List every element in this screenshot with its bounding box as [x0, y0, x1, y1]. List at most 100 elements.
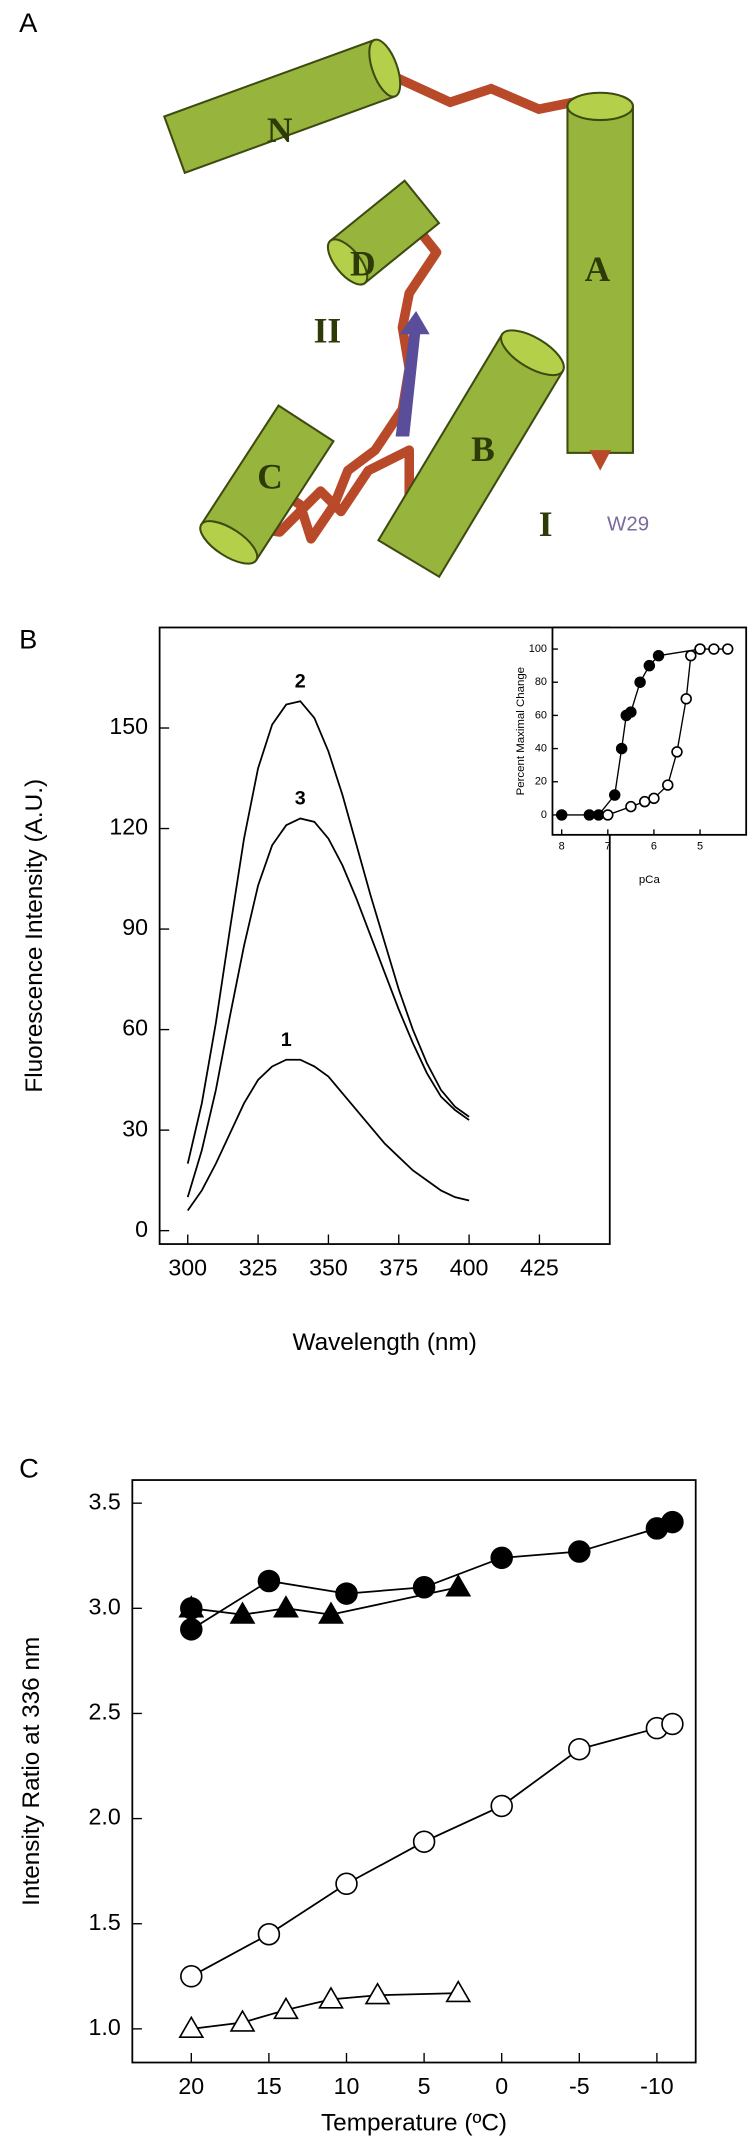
marker [178, 1595, 205, 1618]
curve-label: 3 [295, 788, 306, 810]
marker [638, 795, 651, 808]
y-tick-label: 0 [135, 1216, 148, 1242]
tail [589, 450, 612, 471]
x-tick-label: 15 [256, 2073, 282, 2099]
helix [376, 329, 565, 579]
region-label: I [539, 504, 553, 544]
x-tick-label: 8 [559, 841, 565, 853]
marker [721, 643, 734, 655]
y-tick-label: 150 [109, 713, 148, 739]
marker [568, 1737, 591, 1761]
y-tick-label: 1.5 [89, 1909, 121, 1935]
x-axis-label: pCa [639, 874, 661, 886]
marker [229, 1601, 256, 1624]
panel-label: C [19, 1453, 39, 1484]
marker [490, 1794, 513, 1818]
helix-label: A [585, 249, 611, 289]
x-tick-label: 0 [495, 2073, 508, 2099]
x-tick-label: 375 [379, 1255, 418, 1281]
marker [318, 1986, 344, 2009]
helix [326, 179, 441, 286]
marker [364, 1982, 391, 2005]
helix [199, 404, 335, 565]
helix-label: B [471, 429, 495, 469]
x-tick-label: 6 [651, 841, 657, 853]
marker [583, 809, 596, 821]
marker [412, 1576, 436, 1599]
marker [652, 649, 665, 662]
marker [273, 1996, 299, 2020]
y-axis-label: Fluorescence Intensity (A.U.) [21, 779, 48, 1093]
helix [162, 38, 402, 175]
plot-frame [131, 1479, 697, 2064]
marker [180, 1965, 203, 1988]
marker [708, 643, 720, 655]
panel-label: A [19, 7, 38, 38]
y-tick-label: 40 [535, 742, 547, 754]
x-tick-label: 7 [605, 841, 611, 853]
helix-label: C [257, 456, 283, 496]
marker [661, 1712, 684, 1736]
marker [671, 746, 683, 758]
marker [680, 693, 692, 705]
residue-label: W29 [607, 513, 649, 536]
x-axis-label: Wavelength (nm) [293, 1329, 477, 1356]
panel-label: B [19, 623, 37, 654]
y-tick-label: 90 [122, 914, 148, 940]
y-tick-label: 2.0 [89, 1804, 121, 1830]
y-tick-label: 20 [535, 776, 547, 788]
x-tick-label: 425 [520, 1255, 559, 1281]
marker [602, 809, 614, 821]
series-line [186, 817, 470, 1198]
marker [445, 1980, 472, 2003]
marker [625, 706, 637, 718]
marker [180, 1618, 203, 1641]
x-tick-label: 5 [418, 2073, 431, 2099]
marker [662, 779, 674, 791]
y-tick-label: 60 [122, 1015, 148, 1041]
x-tick-label: 5 [697, 841, 703, 853]
y-tick-label: 3.0 [89, 1593, 121, 1619]
marker [490, 1546, 513, 1570]
x-tick-label: -10 [640, 2073, 674, 2099]
series-line [191, 1992, 459, 2030]
plot-frame [158, 626, 611, 1245]
marker [694, 643, 706, 655]
x-tick-label: 400 [450, 1255, 489, 1281]
marker [609, 789, 621, 801]
y-tick-label: 1.0 [89, 2014, 121, 2040]
y-tick-label: 120 [109, 814, 148, 840]
marker [643, 659, 656, 672]
y-axis-label: Intensity Ratio at 336 nm [18, 1637, 45, 1906]
y-axis-label: Percent Maximal Change [515, 667, 527, 795]
marker [625, 800, 637, 813]
x-tick-label: 10 [334, 2073, 360, 2099]
series-line [190, 1723, 673, 1978]
loop [379, 66, 595, 115]
series-line [187, 1058, 470, 1212]
y-tick-label: 60 [535, 709, 547, 721]
series-line [186, 700, 470, 1164]
marker [445, 1574, 472, 1597]
marker [634, 676, 646, 688]
y-tick-label: 80 [535, 676, 547, 688]
curve-label: 1 [281, 1029, 292, 1051]
marker [273, 1595, 299, 1618]
y-tick-label: 100 [529, 643, 547, 655]
helix-label: D [350, 244, 376, 284]
marker [335, 1872, 358, 1896]
marker [648, 792, 660, 805]
marker [229, 2009, 256, 2032]
marker [335, 1582, 358, 1605]
strand [395, 311, 430, 437]
marker [615, 742, 628, 755]
curve-label: 2 [295, 670, 306, 692]
marker [555, 809, 568, 821]
marker [568, 1540, 591, 1563]
y-tick-label: 30 [122, 1115, 148, 1141]
x-tick-label: 300 [168, 1255, 207, 1281]
y-tick-label: 0 [541, 809, 547, 821]
y-tick-label: 2.5 [89, 1699, 121, 1725]
